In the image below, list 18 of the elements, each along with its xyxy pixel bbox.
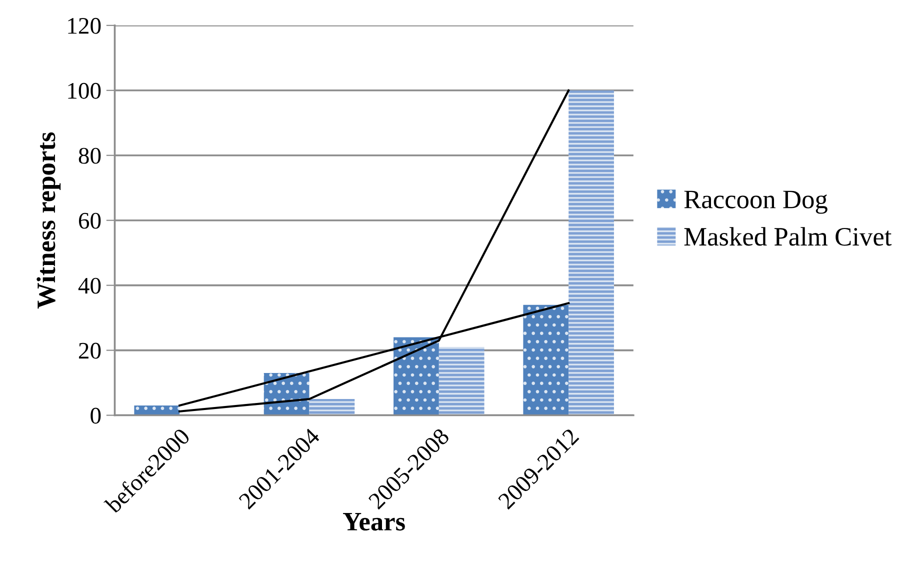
legend-label: Masked Palm Civet bbox=[684, 227, 892, 246]
bar bbox=[394, 337, 439, 416]
bar bbox=[568, 90, 614, 416]
y-axis-title: Witness reports bbox=[36, 132, 61, 309]
y-tick-label: 80 bbox=[78, 148, 101, 164]
y-tick-label: 20 bbox=[78, 342, 101, 359]
x-axis-title: Years bbox=[343, 513, 405, 531]
y-tick-label: 100 bbox=[68, 82, 101, 99]
y-tick-label: 40 bbox=[78, 278, 101, 294]
y-tick-label: 120 bbox=[68, 18, 101, 34]
bar bbox=[134, 406, 180, 416]
line-series bbox=[178, 89, 570, 412]
y-tick-label: 0 bbox=[90, 408, 101, 424]
y-tick-label: 60 bbox=[78, 212, 101, 229]
bar bbox=[309, 399, 355, 416]
bar bbox=[438, 347, 484, 416]
bar bbox=[523, 304, 569, 416]
legend-label: Raccoon Dog bbox=[684, 190, 828, 214]
